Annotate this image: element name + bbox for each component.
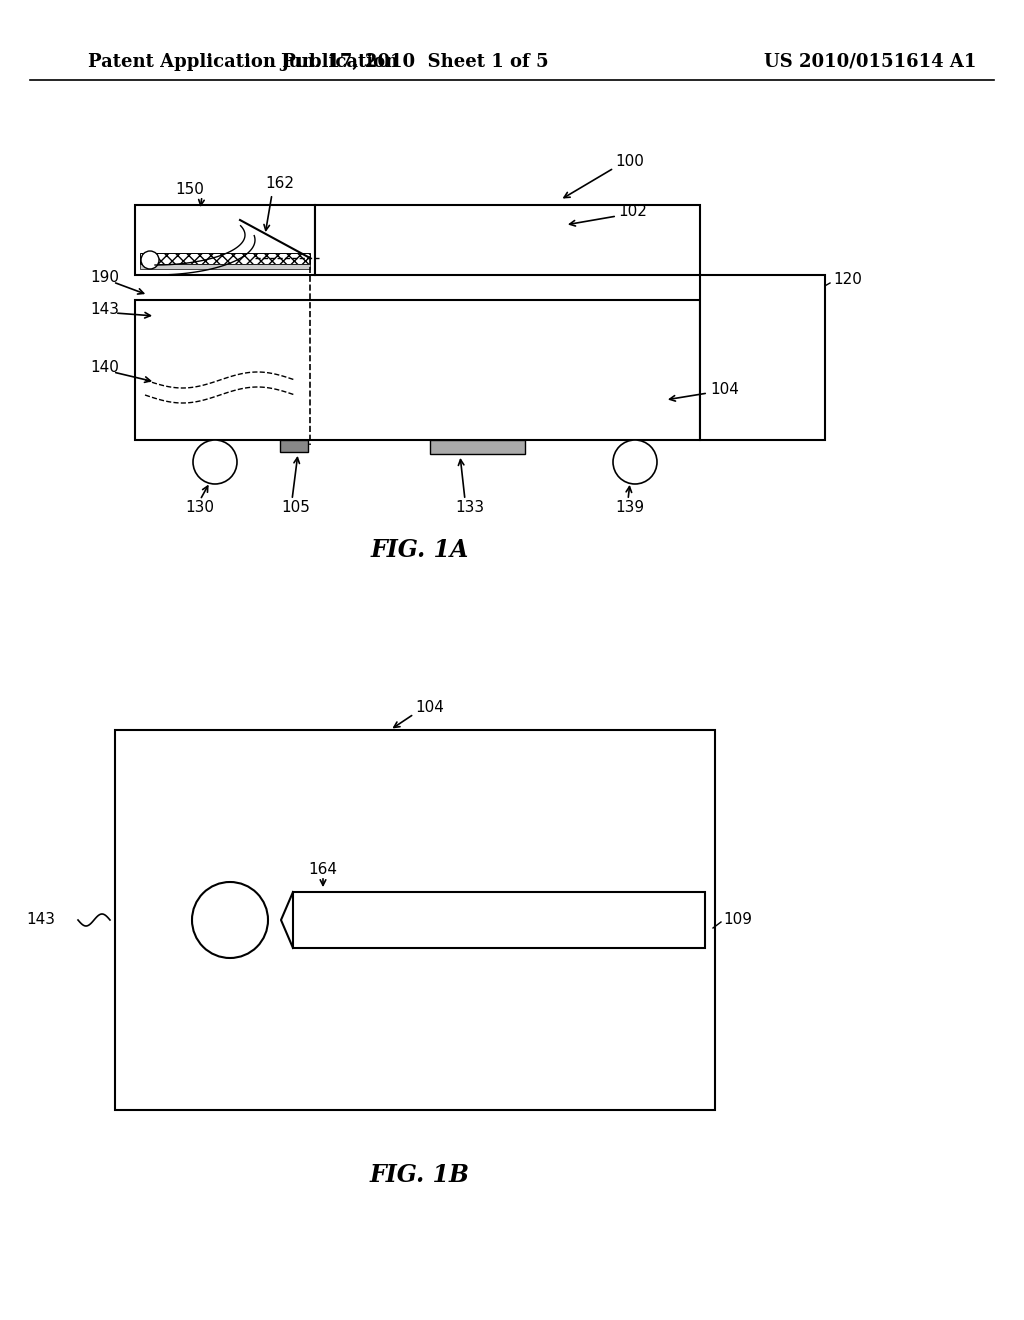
Bar xyxy=(430,440,525,454)
Text: 140: 140 xyxy=(90,360,119,375)
Text: FIG. 1A: FIG. 1A xyxy=(371,539,469,562)
Circle shape xyxy=(193,882,268,958)
Circle shape xyxy=(613,440,657,484)
Bar xyxy=(280,440,308,451)
Text: 102: 102 xyxy=(618,205,647,219)
Text: 164: 164 xyxy=(308,862,337,878)
Bar xyxy=(135,205,315,275)
Text: 143: 143 xyxy=(26,912,55,928)
Text: 104: 104 xyxy=(415,701,443,715)
Bar xyxy=(115,730,715,1110)
Circle shape xyxy=(193,440,237,484)
Text: 150: 150 xyxy=(175,182,204,198)
Text: Patent Application Publication: Patent Application Publication xyxy=(88,53,398,71)
Text: 162: 162 xyxy=(265,176,294,190)
Text: 139: 139 xyxy=(615,500,644,515)
Text: FIG. 1B: FIG. 1B xyxy=(370,1163,470,1187)
Text: 120: 120 xyxy=(833,272,862,288)
Text: Jun. 17, 2010  Sheet 1 of 5: Jun. 17, 2010 Sheet 1 of 5 xyxy=(281,53,549,71)
Bar xyxy=(293,892,705,948)
Text: 190: 190 xyxy=(90,271,119,285)
Text: 130: 130 xyxy=(185,500,214,515)
Text: 143: 143 xyxy=(90,302,119,318)
Bar xyxy=(700,275,825,440)
Text: 105: 105 xyxy=(282,500,310,515)
Circle shape xyxy=(141,251,159,269)
Text: 100: 100 xyxy=(615,154,644,169)
Bar xyxy=(315,205,700,275)
Bar xyxy=(140,253,310,264)
Bar xyxy=(135,300,700,440)
Text: 109: 109 xyxy=(723,912,752,928)
Text: 104: 104 xyxy=(710,383,739,397)
Text: 133: 133 xyxy=(456,500,484,515)
Bar xyxy=(140,264,310,269)
Text: US 2010/0151614 A1: US 2010/0151614 A1 xyxy=(764,53,976,71)
